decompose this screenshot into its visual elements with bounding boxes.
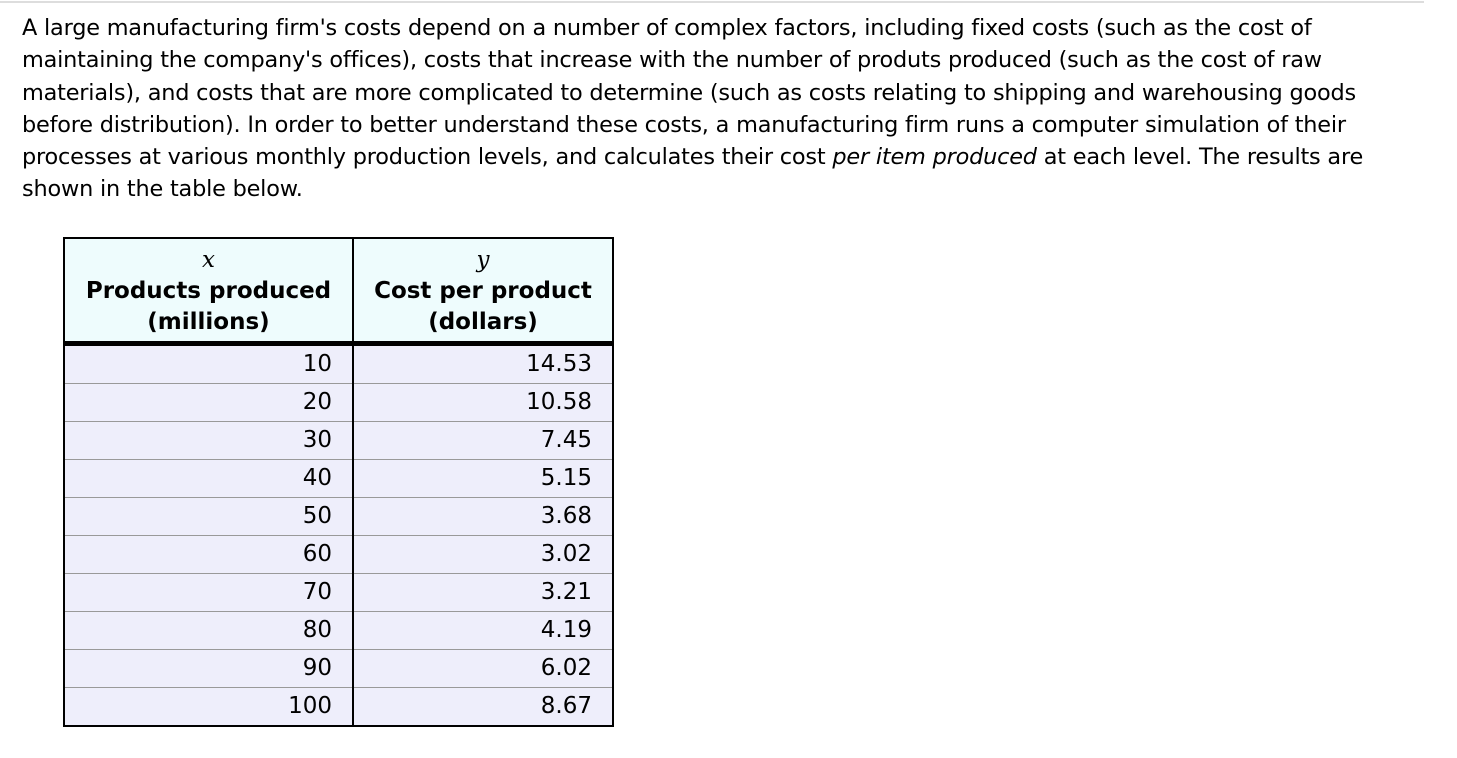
table-cell: 5.15 xyxy=(352,459,614,498)
table-row: 90 6.02 xyxy=(63,649,614,688)
table-row: 10 14.53 xyxy=(63,343,614,384)
table-cell: 70 xyxy=(63,573,354,612)
column-label: Cost per product xyxy=(374,278,592,304)
table-cell: 4.19 xyxy=(352,611,614,650)
header-row: x Products produced (millions) y Cost per pr… xyxy=(63,237,614,345)
table-cell: 100 xyxy=(63,687,354,727)
column-label: Products produced xyxy=(85,278,332,304)
text: at each level. The results are shown in … xyxy=(22,144,1364,203)
problem-text: A large manufacturing firm's costs depen… xyxy=(22,12,1427,206)
table-cell: 7.45 xyxy=(352,421,614,460)
table-cell: 8.67 xyxy=(352,687,614,727)
table-row: 50 3.68 xyxy=(63,497,614,536)
table-cell: 80 xyxy=(63,611,354,650)
text: A large manufacturing firm's costs depen… xyxy=(22,15,1356,171)
table-row: 40 5.15 xyxy=(63,459,614,498)
table-body: 10 14.53 20 10.58 30 7.45 40 5.15 50 3.68 60 3.02 70… xyxy=(63,343,614,727)
column-header: x Products produced (millions) xyxy=(63,237,354,345)
top-rule xyxy=(0,1,1424,3)
column-unit: (millions) xyxy=(147,309,270,335)
table-cell: 6.02 xyxy=(352,649,614,688)
table-cell: 90 xyxy=(63,649,354,688)
data-table: x Products produced (millions) y Cost per pr… xyxy=(63,237,614,727)
table-cell: 10 xyxy=(63,343,354,384)
table-cell: 3.21 xyxy=(352,573,614,612)
table-cell: 50 xyxy=(63,497,354,536)
emphasis: per item produced xyxy=(832,144,1037,171)
table-cell: 40 xyxy=(63,459,354,498)
variable: x xyxy=(202,247,215,273)
table-cell: 10.58 xyxy=(352,383,614,422)
variable: y xyxy=(476,247,490,273)
table-row: 30 7.45 xyxy=(63,421,614,460)
table-cell: 30 xyxy=(63,421,354,460)
table-row: 80 4.19 xyxy=(63,611,614,650)
table-cell: 3.02 xyxy=(352,535,614,574)
table-row: 70 3.21 xyxy=(63,573,614,612)
table-row: 100 8.67 xyxy=(63,687,614,727)
table-cell: 14.53 xyxy=(352,343,614,384)
table-row: 20 10.58 xyxy=(63,383,614,422)
column-unit: (dollars) xyxy=(428,309,538,335)
table-cell: 20 xyxy=(63,383,354,422)
table-cell: 60 xyxy=(63,535,354,574)
table-cell: 3.68 xyxy=(352,497,614,536)
table-row: 60 3.02 xyxy=(63,535,614,574)
column-header: y Cost per product (dollars) xyxy=(352,237,614,345)
